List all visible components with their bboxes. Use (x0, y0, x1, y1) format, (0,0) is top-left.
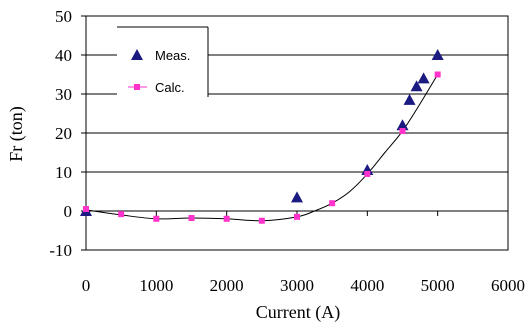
x-tick-label: 2000 (210, 276, 244, 295)
ticks: -10 0 10 20 30 40 50 0 1000 2000 3000 4000 5000 6000 (49, 7, 525, 295)
x-tick-label: 3000 (280, 276, 314, 295)
x-tick-label: 5000 (421, 276, 455, 295)
x-tick-label: 6000 (491, 276, 525, 295)
calc-point (118, 211, 125, 218)
calc-point (153, 215, 160, 222)
y-tick-label: 30 (55, 85, 72, 104)
y-tick-label: 50 (55, 7, 72, 26)
meas-point (417, 72, 430, 84)
x-tick-label: 0 (82, 276, 91, 295)
calc-point (364, 170, 371, 177)
data-marks (80, 49, 444, 224)
calc-point (223, 215, 230, 222)
legend-box (117, 27, 208, 97)
y-tick-label: 20 (55, 124, 72, 143)
y-tick-label: -10 (49, 241, 72, 260)
legend-label: Calc. (155, 80, 185, 95)
y-tick-label: 0 (64, 202, 73, 221)
calc-point (258, 217, 265, 224)
legend-marker (131, 49, 143, 60)
y-axis-title: Fr (ton) (6, 106, 27, 162)
x-axis-title: Current (A) (256, 302, 340, 323)
meas-point (431, 49, 444, 60)
meas-point (396, 119, 409, 131)
trend-line-path (85, 74, 439, 222)
legend: Meas. Calc. (117, 26, 209, 97)
meas-point (410, 80, 423, 92)
y-tick-label: 40 (55, 46, 72, 65)
calc-point (399, 128, 406, 135)
legend-label: Meas. (155, 48, 190, 63)
calc-point (188, 215, 195, 222)
trend-line (85, 74, 439, 222)
meas-point (291, 191, 303, 203)
x-tick-label: 4000 (350, 276, 384, 295)
calc-point (294, 213, 300, 220)
calc-point (434, 71, 441, 78)
calc-point (83, 206, 89, 213)
legend-marker (134, 84, 140, 90)
y-tick-label: 10 (55, 163, 72, 182)
meas-point (403, 93, 416, 105)
x-tick-label: 1000 (139, 276, 173, 295)
calc-point (329, 200, 336, 207)
